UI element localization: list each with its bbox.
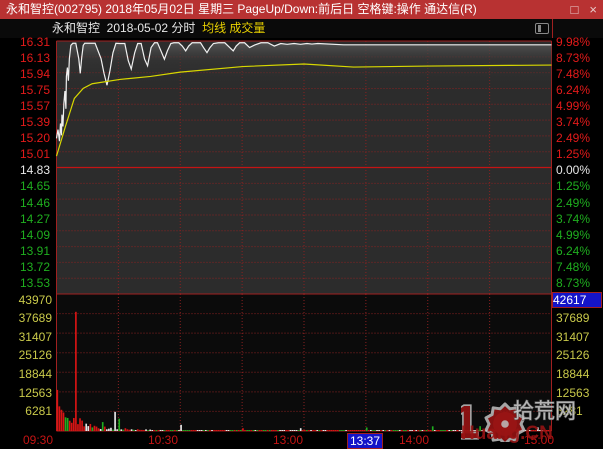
svg-text:拾荒网: 拾荒网 [513, 400, 576, 423]
svg-text:Huang.CN: Huang.CN [461, 424, 553, 444]
